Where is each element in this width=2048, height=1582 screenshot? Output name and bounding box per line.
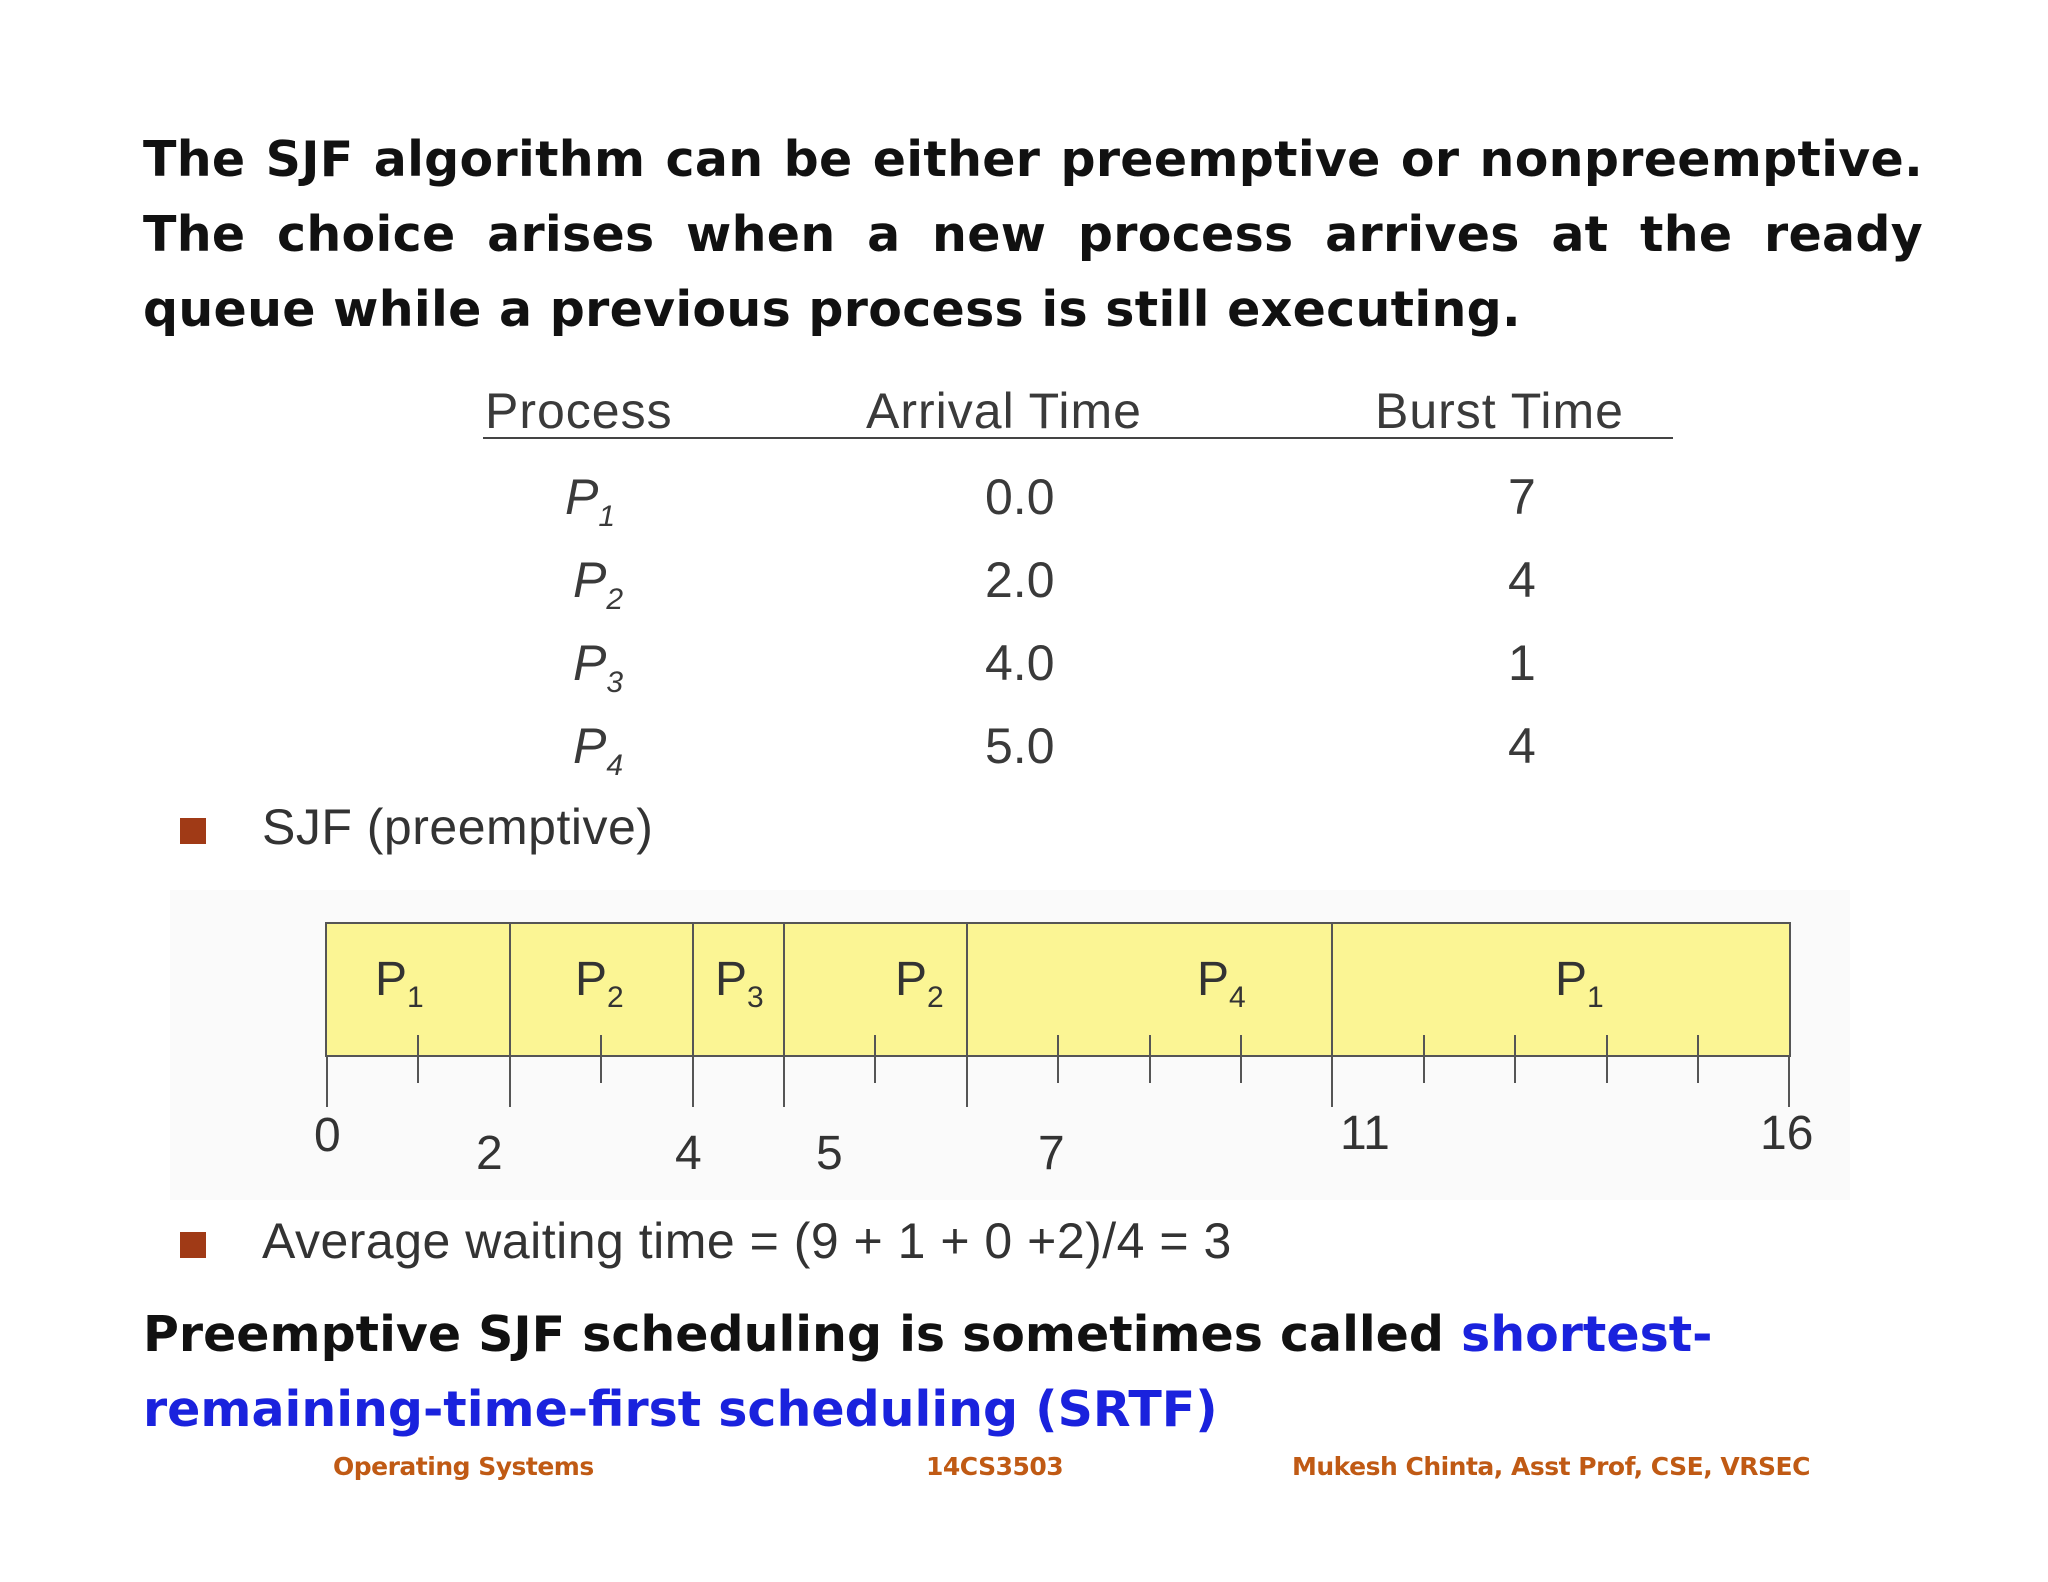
table-row-burst: 4 [1508,718,1536,774]
gantt-unit-tick [1423,1035,1425,1083]
average-waiting-time: Average waiting time = (9 + 1 + 0 +2)/4 … [262,1213,1232,1269]
bullet-square-icon [180,818,206,844]
srtf-term: shortest-remaining-time-first scheduling… [143,1306,1713,1438]
gantt-segment-label: P2 [895,953,944,1014]
gantt-tick-label: 4 [675,1127,702,1180]
table-row-burst: 7 [1508,469,1536,525]
gantt-segment-divider [509,922,511,1057]
gantt-tick-label: 5 [816,1127,843,1180]
gantt-segment-divider [1331,922,1333,1057]
table-row-arrival: 5.0 [985,718,1055,774]
header-arrival-time: Arrival Time [866,383,1142,439]
header-process: Process [485,383,673,439]
gantt-unit-tick [1697,1035,1699,1083]
gantt-segment-label: P3 [715,953,764,1014]
header-burst-time: Burst Time [1375,383,1624,439]
bullet-square-icon [180,1232,206,1258]
gantt-unit-tick [874,1035,876,1083]
gantt-unit-tick [1606,1035,1608,1083]
table-row-process: P2 [573,552,624,616]
gantt-boundary-tick [1331,1057,1333,1107]
table-row-process: P3 [573,635,624,699]
gantt-unit-tick [600,1035,602,1083]
gantt-segment-divider [783,922,785,1057]
gantt-boundary-tick [326,1057,328,1107]
table-row-arrival: 0.0 [985,469,1055,525]
table-row-burst: 1 [1508,635,1536,691]
gantt-segment-divider [966,922,968,1057]
gantt-segment-divider [692,922,694,1057]
gantt-segment-label: P4 [1197,953,1246,1014]
sjf-preemptive-label: SJF (preemptive) [262,799,654,855]
table-row-process: P4 [573,718,624,782]
gantt-unit-tick [1149,1035,1151,1083]
table-row-process: P1 [565,469,616,533]
gantt-unit-tick [1514,1035,1516,1083]
table-row-arrival: 2.0 [985,552,1055,608]
gantt-segment-label: P1 [1555,953,1604,1014]
gantt-boundary-tick [509,1057,511,1107]
gantt-boundary-tick [966,1057,968,1107]
gantt-tick-label: 16 [1760,1107,1814,1160]
intro-paragraph: The SJF algorithm can be either preempti… [143,131,1923,338]
footer-code: 14CS3503 [926,1452,1064,1481]
gantt-segment-label: P2 [575,953,624,1014]
gantt-tick-label: 11 [1340,1107,1390,1160]
gantt-tick-label: 7 [1038,1127,1065,1180]
gantt-unit-tick [417,1035,419,1083]
footer-author: Mukesh Chinta, Asst Prof, CSE, VRSEC [1292,1452,1810,1481]
table-row-arrival: 4.0 [985,635,1055,691]
gantt-boundary-tick [783,1057,785,1107]
footer-course: Operating Systems [333,1452,594,1481]
gantt-unit-tick [1240,1035,1242,1083]
gantt-unit-tick [1057,1035,1059,1083]
closing-lead: Preemptive SJF scheduling is sometimes c… [143,1306,1462,1363]
gantt-segment-label: P1 [375,953,424,1014]
gantt-chart [325,922,1791,1057]
closing-paragraph: Preemptive SJF scheduling is sometimes c… [143,1297,1923,1447]
gantt-tick-label: 0 [314,1109,341,1162]
table-row-burst: 4 [1508,552,1536,608]
gantt-boundary-tick [1788,1057,1790,1107]
table-header-rule [483,437,1673,439]
gantt-boundary-tick [692,1057,694,1107]
gantt-tick-label: 2 [476,1127,503,1180]
